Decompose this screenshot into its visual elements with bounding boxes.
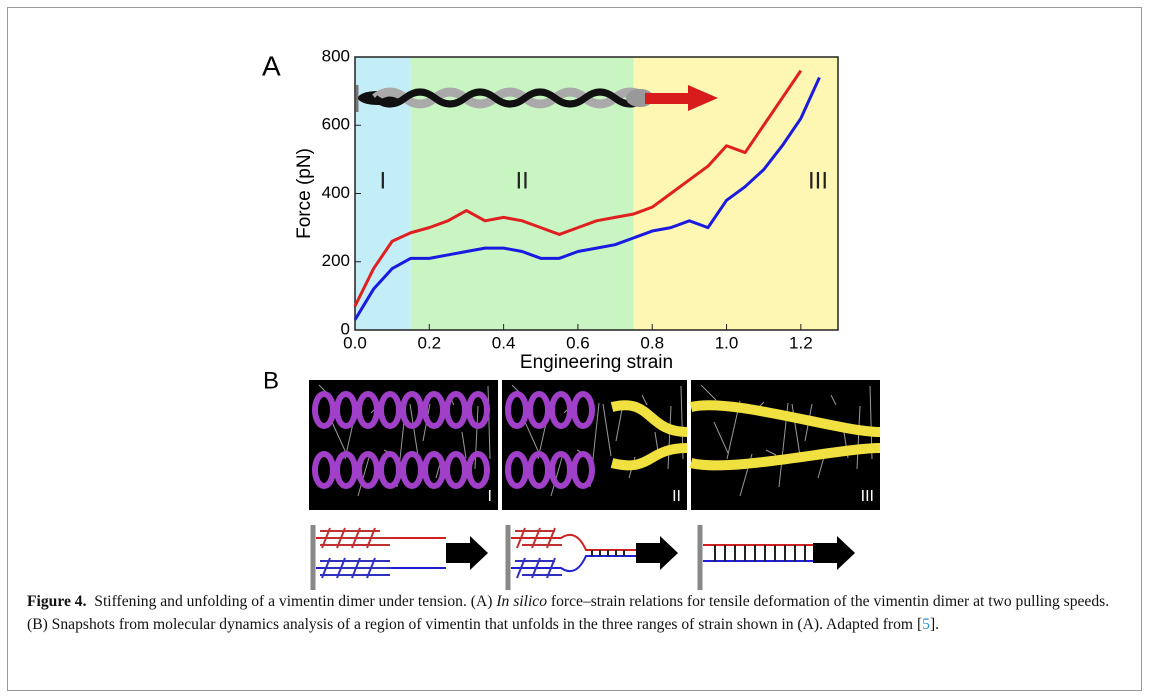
helix-turn bbox=[312, 391, 336, 429]
x-tick-label: 0.6 bbox=[566, 333, 590, 352]
md-sidechain bbox=[856, 405, 861, 470]
beta-strand bbox=[689, 443, 881, 471]
force-line bbox=[353, 69, 803, 307]
snapshot-label: III bbox=[861, 488, 874, 505]
beta-strand bbox=[610, 400, 688, 437]
helix-turn bbox=[378, 391, 402, 429]
md-sidechain bbox=[550, 453, 564, 497]
y-axis-label: Force (pN) bbox=[294, 148, 315, 239]
x-tick-label: 0.0 bbox=[343, 333, 367, 352]
caption: Figure 4. Stiffening and unfolding of a … bbox=[27, 590, 1127, 636]
helix-turn bbox=[422, 451, 446, 489]
figure-frame bbox=[7, 7, 1142, 691]
helix-turn bbox=[505, 451, 529, 489]
md-sidechain bbox=[817, 456, 825, 479]
helix-turn bbox=[549, 391, 573, 429]
snapshot-label: I bbox=[488, 488, 492, 505]
caption-ref[interactable]: 5 bbox=[922, 616, 930, 633]
y-tick-label: 600 bbox=[322, 115, 350, 134]
helix-turn bbox=[444, 391, 468, 429]
helix-turn bbox=[549, 451, 573, 489]
y-tick-label: 0 bbox=[341, 319, 350, 338]
caption-label: Figure 4. bbox=[27, 593, 87, 610]
helix-turn bbox=[334, 451, 358, 489]
helix-turn bbox=[400, 451, 424, 489]
helix-turn bbox=[400, 391, 424, 429]
md-sidechain bbox=[524, 421, 540, 454]
helix-turn bbox=[527, 391, 551, 429]
helix-turn bbox=[466, 391, 490, 429]
force-line bbox=[353, 76, 821, 321]
helix-turn bbox=[527, 451, 551, 489]
md-sidechain bbox=[331, 421, 347, 454]
snapshot-label: II bbox=[672, 488, 681, 505]
y-tick-label: 200 bbox=[322, 251, 350, 270]
helix-turn bbox=[444, 451, 468, 489]
panel-label: A bbox=[262, 50, 281, 81]
y-tick-label: 400 bbox=[322, 183, 350, 202]
helix-turn bbox=[571, 451, 595, 489]
y-tick-label: 800 bbox=[322, 46, 350, 65]
helix-turn bbox=[312, 451, 336, 489]
region-label: I bbox=[380, 167, 387, 194]
helix-turn bbox=[356, 391, 380, 429]
md-sidechain bbox=[357, 453, 371, 497]
panel-label: B bbox=[263, 367, 279, 394]
md-snapshot bbox=[691, 380, 880, 510]
helix-turn bbox=[422, 391, 446, 429]
x-axis-label: Engineering strain bbox=[520, 352, 673, 373]
helix-turn bbox=[378, 451, 402, 489]
region-label: III bbox=[808, 167, 828, 194]
dimer-inset bbox=[355, 85, 718, 112]
helix-turn bbox=[505, 391, 529, 429]
md-sidechain bbox=[487, 385, 491, 460]
x-tick-label: 0.2 bbox=[417, 333, 441, 352]
md-sidechain bbox=[830, 394, 837, 406]
helix-turn bbox=[571, 391, 595, 429]
md-sidechain bbox=[713, 421, 729, 454]
md-sidechain bbox=[700, 384, 717, 401]
helix-turn bbox=[466, 451, 490, 489]
md-sidechain bbox=[667, 405, 672, 470]
md-sidechain bbox=[765, 449, 777, 456]
caption-text: ]. bbox=[929, 616, 940, 633]
caption-italic: In silico bbox=[496, 593, 548, 610]
md-sidechain bbox=[641, 394, 648, 406]
x-tick-label: 1.0 bbox=[715, 333, 739, 352]
md-sidechain bbox=[474, 405, 479, 470]
region-label: II bbox=[516, 167, 529, 194]
beta-strand bbox=[610, 443, 688, 471]
schematic bbox=[310, 525, 855, 590]
beta-strand bbox=[689, 400, 881, 437]
x-tick-label: 0.4 bbox=[492, 333, 516, 352]
x-tick-label: 1.2 bbox=[789, 333, 813, 352]
md-sidechain bbox=[602, 403, 612, 457]
helix-turn bbox=[334, 391, 358, 429]
x-tick-label: 0.8 bbox=[640, 333, 664, 352]
caption-text: Stiffening and unfolding of a vimentin d… bbox=[94, 593, 497, 610]
helix-turn bbox=[356, 451, 380, 489]
md-sidechain bbox=[409, 403, 419, 457]
caption-text: force–strain relations for tensile defor… bbox=[27, 593, 1110, 633]
md-sidechain bbox=[461, 431, 467, 459]
